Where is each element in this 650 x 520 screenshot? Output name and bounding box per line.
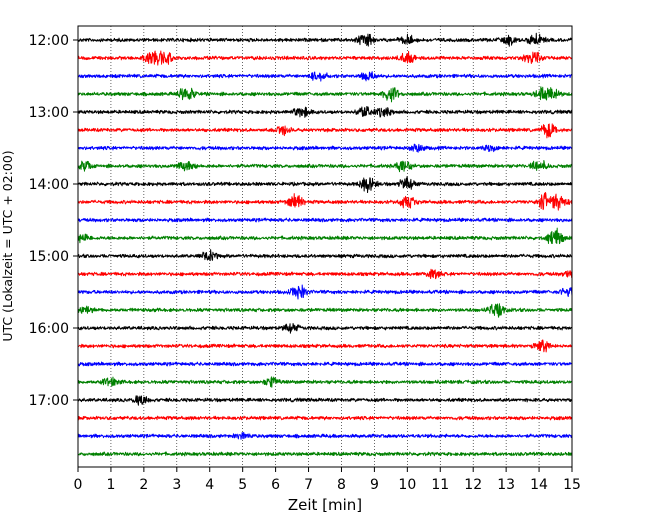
- trace-line: [77, 71, 573, 82]
- x-axis-label: Zeit [min]: [288, 496, 362, 514]
- x-tick-label: 0: [74, 477, 83, 493]
- trace-line: [77, 159, 573, 173]
- trace-line: [77, 303, 573, 318]
- y-tick-label: 16:00: [29, 321, 69, 337]
- x-tick-label: 9: [370, 477, 379, 493]
- trace-line: [77, 191, 573, 211]
- x-tick-label: 7: [304, 477, 313, 493]
- trace-line: [77, 50, 573, 66]
- trace-line: [77, 284, 573, 300]
- x-tick-label: 5: [238, 477, 247, 493]
- trace-line: [77, 451, 573, 457]
- y-axis-ticks: 12:00 13:00 14:00 15:00 16:00 17:00: [29, 33, 78, 409]
- trace-line: [77, 227, 573, 245]
- x-tick-label: 6: [271, 477, 280, 493]
- trace-line: [77, 376, 573, 388]
- trace-line: [77, 339, 573, 353]
- x-axis-ticks: 0 1 2 3 4 5 6 7 8 9 10 11 12 13 14 15: [74, 467, 581, 493]
- trace-line: [77, 86, 573, 103]
- trace-line: [77, 395, 573, 406]
- trace-line: [77, 105, 573, 118]
- trace-line: [77, 361, 573, 367]
- y-tick-label: 13:00: [29, 105, 69, 121]
- plot-frame: [77, 25, 573, 468]
- x-tick-label: 12: [464, 477, 482, 493]
- trace-line: [77, 431, 573, 440]
- x-tick-label: 14: [530, 477, 548, 493]
- trace-line: [77, 123, 573, 139]
- trace-line: [77, 143, 573, 153]
- x-tick-label: 10: [398, 477, 416, 493]
- trace-line: [77, 176, 573, 194]
- trace-line: [77, 217, 573, 223]
- y-tick-label: 14:00: [29, 177, 69, 193]
- trace-line: [77, 32, 573, 47]
- x-tick-label: 3: [172, 477, 181, 493]
- x-tick-label: 1: [106, 477, 115, 493]
- x-tick-label: 4: [205, 477, 214, 493]
- trace-line: [77, 323, 573, 334]
- seismogram-traces: [77, 32, 573, 457]
- x-tick-label: 13: [497, 477, 515, 493]
- y-tick-label: 12:00: [29, 33, 69, 49]
- trace-line: [77, 249, 573, 262]
- x-tick-label: 2: [139, 477, 148, 493]
- trace-line: [77, 415, 573, 421]
- y-tick-label: 17:00: [29, 393, 69, 409]
- y-axis-label: UTC (Lokalzeit = UTC + 02:00): [0, 150, 15, 341]
- trace-line: [77, 268, 573, 280]
- x-tick-label: 11: [431, 477, 449, 493]
- x-tick-label: 8: [337, 477, 346, 493]
- x-tick-label: 15: [563, 477, 581, 493]
- y-tick-label: 15:00: [29, 249, 69, 265]
